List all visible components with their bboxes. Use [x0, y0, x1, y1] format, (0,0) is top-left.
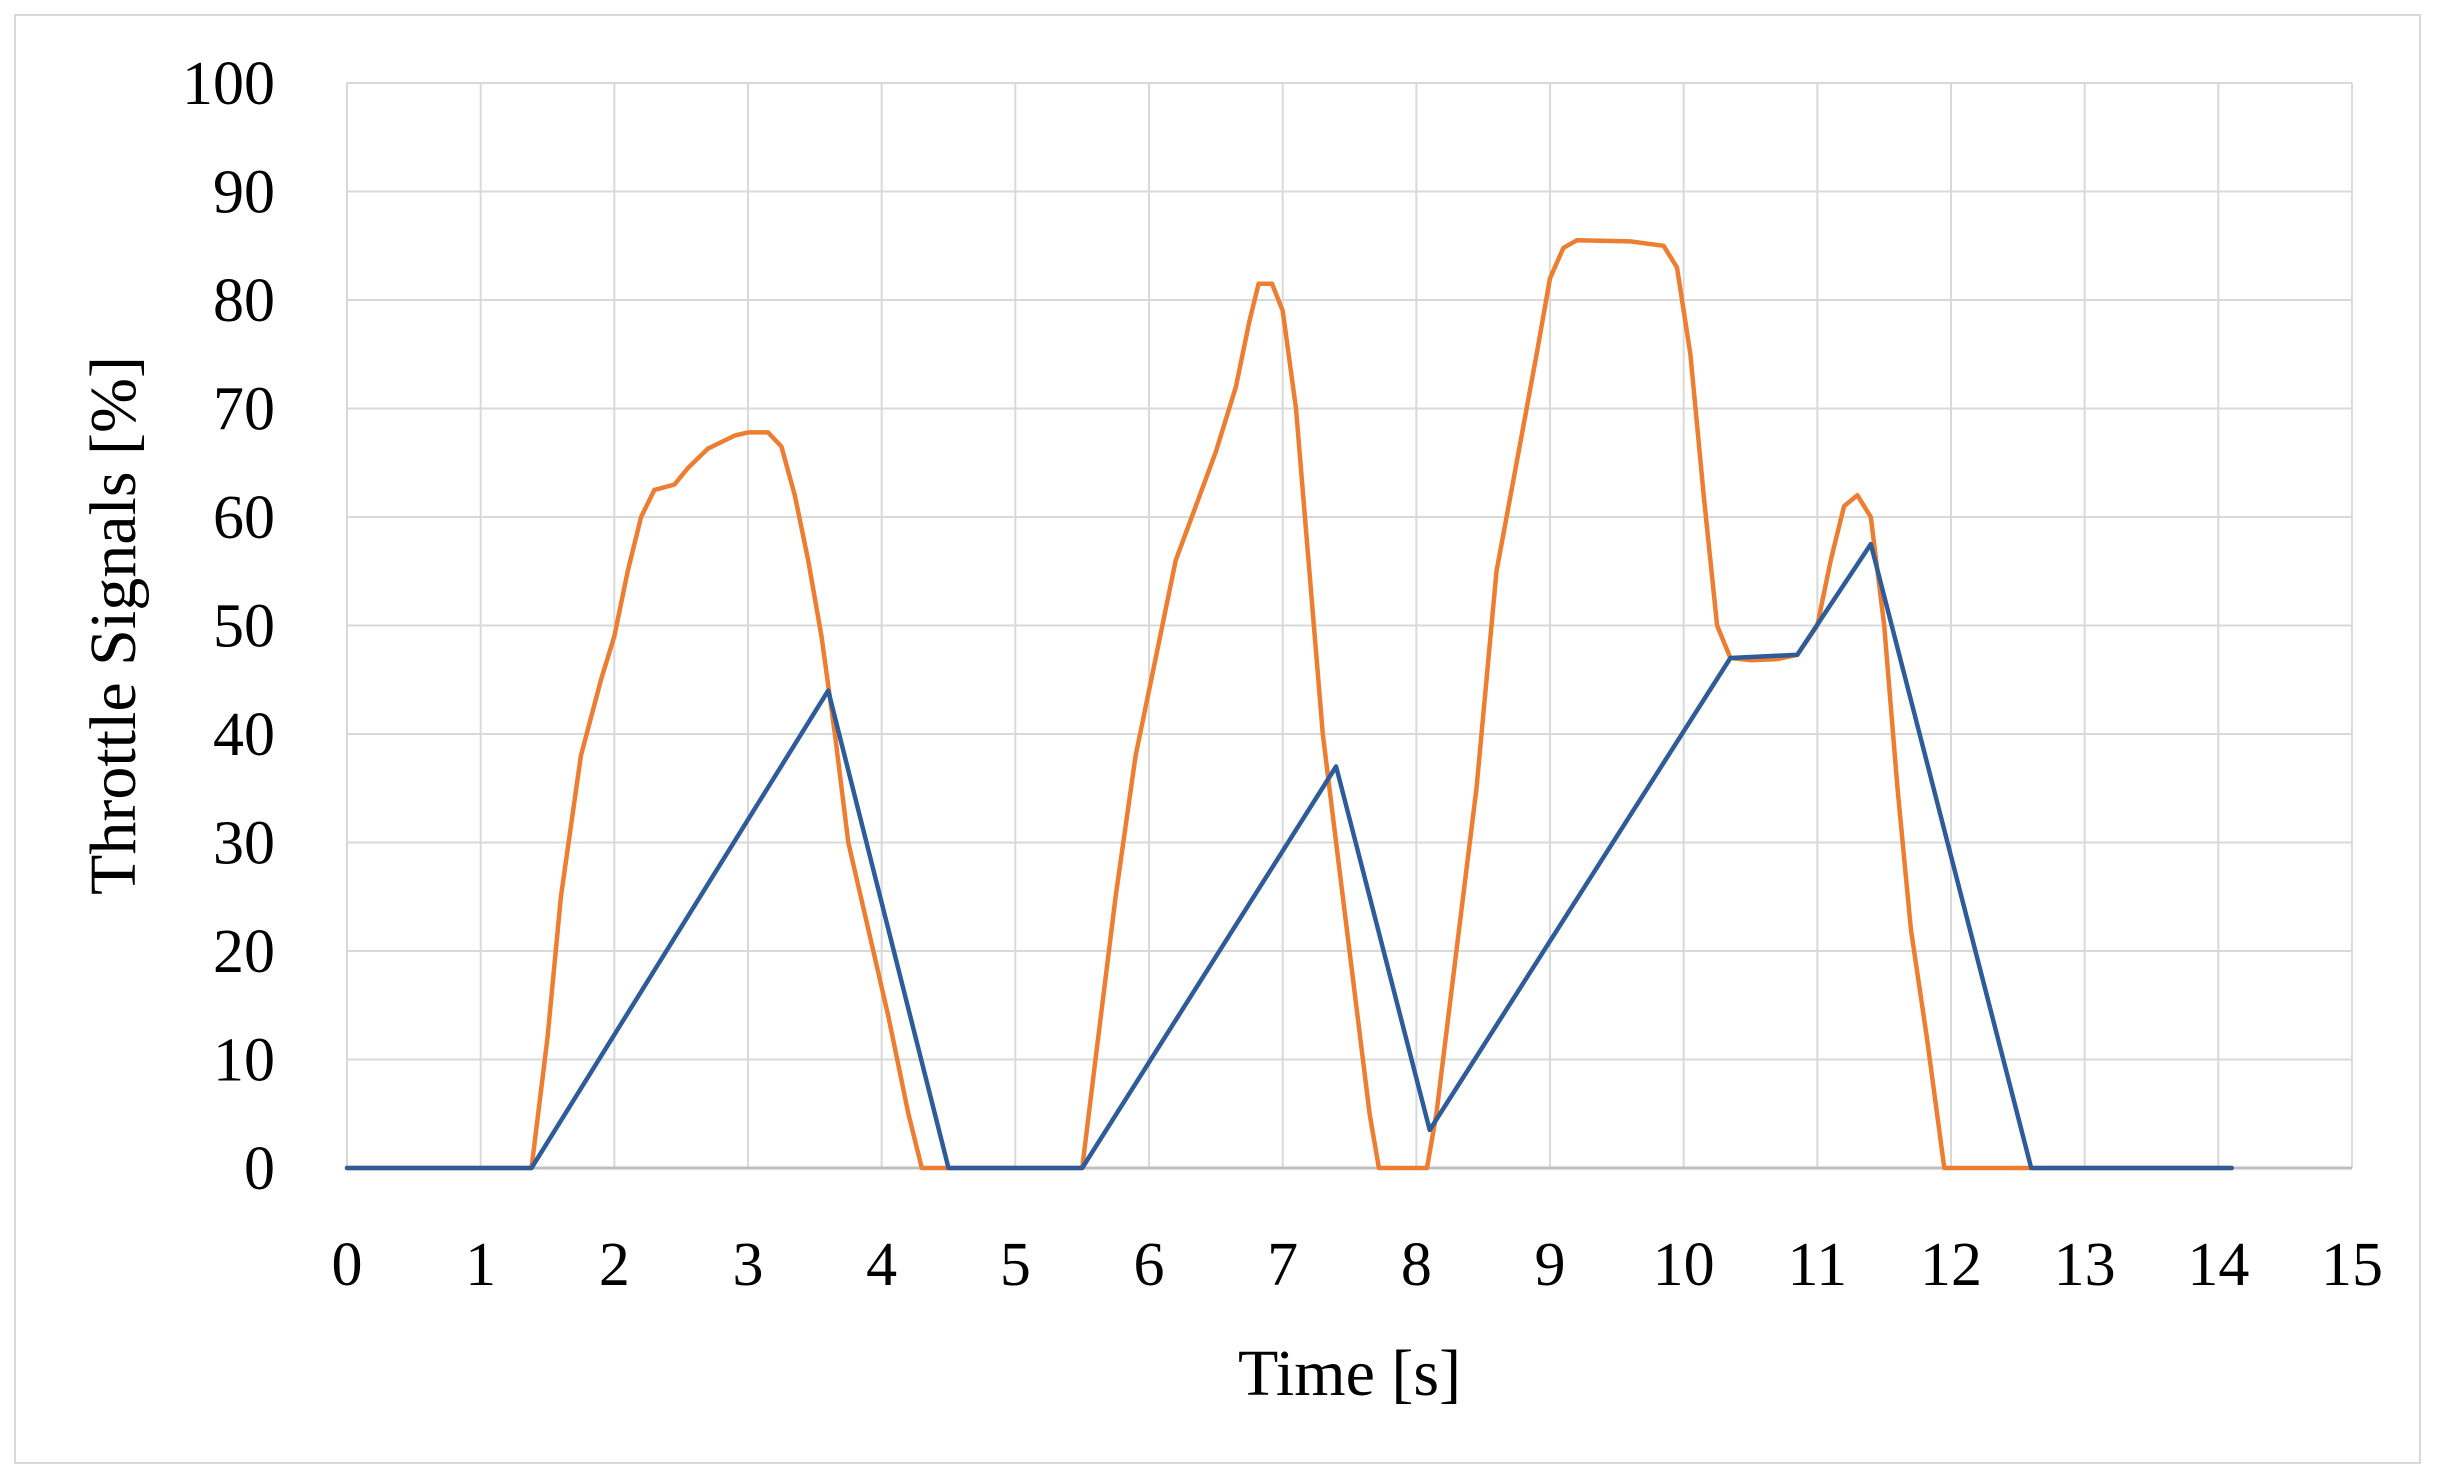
- x-tick-label: 15: [2321, 1231, 2383, 1299]
- y-tick-label: 60: [213, 484, 275, 552]
- x-tick-labels: 0 1 2 3 4 5 6 7 8 9 10 11 12 13 14 15: [332, 1231, 2384, 1299]
- y-tick-label: 100: [182, 50, 275, 118]
- x-tick-label: 4: [866, 1231, 897, 1299]
- x-tick-label: 6: [1134, 1231, 1165, 1299]
- y-tick-label: 80: [213, 267, 275, 335]
- x-tick-label: 13: [2054, 1231, 2116, 1299]
- y-tick-label: 90: [213, 159, 275, 227]
- y-axis-title: Throttle Signals [%]: [77, 356, 150, 895]
- x-tick-label: 11: [1787, 1231, 1847, 1299]
- y-tick-label: 50: [213, 593, 275, 661]
- series-group: [344, 238, 2234, 1171]
- x-tick-label: 10: [1653, 1231, 1715, 1299]
- x-tick-label: 9: [1535, 1231, 1566, 1299]
- y-tick-label: 0: [244, 1135, 275, 1203]
- x-tick-label: 12: [1920, 1231, 1982, 1299]
- chart-frame: [14, 14, 2421, 1464]
- y-tick-labels: 0 10 20 30 40 50 60 70 80 90 100: [182, 50, 275, 1203]
- x-tick-label: 14: [2187, 1231, 2249, 1299]
- x-tick-label: 1: [465, 1231, 496, 1299]
- y-tick-label: 70: [213, 376, 275, 444]
- y-tick-label: 30: [213, 810, 275, 878]
- x-tick-label: 0: [332, 1231, 363, 1299]
- x-tick-label: 7: [1267, 1231, 1298, 1299]
- grid: [346, 82, 2353, 1170]
- x-tick-label: 2: [599, 1231, 630, 1299]
- y-tick-label: 40: [213, 701, 275, 769]
- x-axis-title: Time [s]: [1238, 1337, 1461, 1410]
- y-tick-label: 20: [213, 918, 275, 986]
- series-line-1: [344, 238, 2234, 1171]
- x-tick-label: 5: [1000, 1231, 1031, 1299]
- x-tick-label: 8: [1401, 1231, 1432, 1299]
- series-line-2: [344, 541, 2234, 1171]
- x-tick-label: 3: [733, 1231, 764, 1299]
- y-tick-label: 10: [213, 1027, 275, 1095]
